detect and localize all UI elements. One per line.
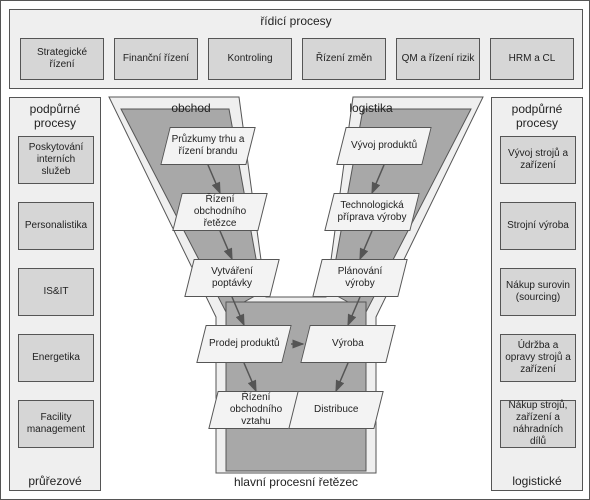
diagram-canvas: řídicí procesy Strategické řízení Finanční… — [0, 0, 590, 500]
left-panel: podpůrné procesy Poskytování interních sl… — [9, 97, 101, 491]
flow-box: Plánování výroby — [312, 259, 407, 297]
right-box: Nákup surovin (sourcing) — [500, 268, 576, 316]
box-label: Facility management — [23, 412, 89, 436]
flow-box: Prodej produktů — [196, 325, 291, 363]
left-panel-footer: průřezové — [10, 474, 100, 488]
box-label: Nákup strojů, zařízení a náhradních dílů — [505, 400, 571, 448]
box-label: Strategické řízení — [25, 47, 99, 71]
flow-label: Výroba — [332, 338, 364, 350]
flow-label: Vývoj produktů — [351, 140, 417, 152]
left-panel-title: podpůrné procesy — [10, 102, 100, 130]
arrow — [244, 363, 256, 391]
top-box: Řízení změn — [302, 38, 386, 80]
center-right-title: logistika — [321, 101, 421, 115]
flow-box: Řízení obchodního řetězce — [172, 193, 267, 231]
flow-label: Plánování výroby — [322, 266, 398, 290]
top-panel: řídicí procesy Strategické řízení Finanční… — [9, 9, 583, 89]
flow-label: Technologická příprava výroby — [334, 200, 410, 224]
right-panel: podpůrné procesy Vývoj strojů a zařízení S… — [491, 97, 583, 491]
box-label: HRM a CL — [509, 53, 556, 65]
flow-box: Výroba — [300, 325, 395, 363]
arrow — [348, 297, 360, 325]
center-left-title: obchod — [141, 101, 241, 115]
right-box: Strojní výroba — [500, 202, 576, 250]
arrow — [208, 165, 220, 193]
top-box: Strategické řízení — [20, 38, 104, 80]
flow-label: Distribuce — [314, 404, 358, 416]
right-panel-footer: logistické — [492, 474, 582, 488]
arrow — [232, 297, 244, 325]
box-label: Údržba a opravy strojů a zařízení — [505, 340, 571, 376]
box-label: Finanční řízení — [123, 53, 189, 65]
left-box: Poskytování interních služeb — [18, 136, 94, 184]
arrow — [372, 165, 384, 193]
flow-label: Řízení obchodního řetězce — [182, 194, 258, 230]
flow-label: Vytváření poptávky — [194, 266, 270, 290]
flow-box: Distribuce — [288, 391, 383, 429]
left-box: Facility management — [18, 400, 94, 448]
arrow — [220, 231, 232, 259]
top-box: Finanční řízení — [114, 38, 198, 80]
flow-label: Průzkumy trhu a řízení brandu — [170, 134, 246, 158]
box-label: Energetika — [32, 352, 80, 364]
flow-box: Technologická příprava výroby — [324, 193, 419, 231]
box-label: Poskytování interních služeb — [23, 142, 89, 178]
top-panel-title: řídicí procesy — [10, 14, 582, 28]
box-label: Nákup surovin (sourcing) — [505, 280, 571, 304]
box-label: IS&IT — [43, 286, 68, 298]
box-label: Personalistika — [25, 220, 87, 232]
left-box: Personalistika — [18, 202, 94, 250]
right-box: Nákup strojů, zařízení a náhradních dílů — [500, 400, 576, 448]
left-box: IS&IT — [18, 268, 94, 316]
box-label: QM a řízení rizik — [402, 53, 475, 65]
top-box: QM a řízení rizik — [396, 38, 480, 80]
flow-box: Vývoj produktů — [336, 127, 431, 165]
flow-label: Prodej produktů — [209, 338, 280, 350]
center-footer: hlavní procesní řetězec — [109, 475, 483, 489]
arrow — [336, 363, 348, 391]
top-box: Kontroling — [208, 38, 292, 80]
flow-box: Vytváření poptávky — [184, 259, 279, 297]
right-box: Údržba a opravy strojů a zařízení — [500, 334, 576, 382]
right-box: Vývoj strojů a zařízení — [500, 136, 576, 184]
arrow — [360, 231, 372, 259]
box-label: Řízení změn — [316, 53, 372, 65]
left-box: Energetika — [18, 334, 94, 382]
right-panel-title: podpůrné procesy — [492, 102, 582, 130]
box-label: Strojní výroba — [507, 220, 569, 232]
flow-label: Řízení obchodního vztahu — [218, 392, 294, 428]
flow-box: Průzkumy trhu a řízení brandu — [160, 127, 255, 165]
box-label: Vývoj strojů a zařízení — [505, 148, 571, 172]
box-label: Kontroling — [227, 53, 272, 65]
top-box: HRM a CL — [490, 38, 574, 80]
